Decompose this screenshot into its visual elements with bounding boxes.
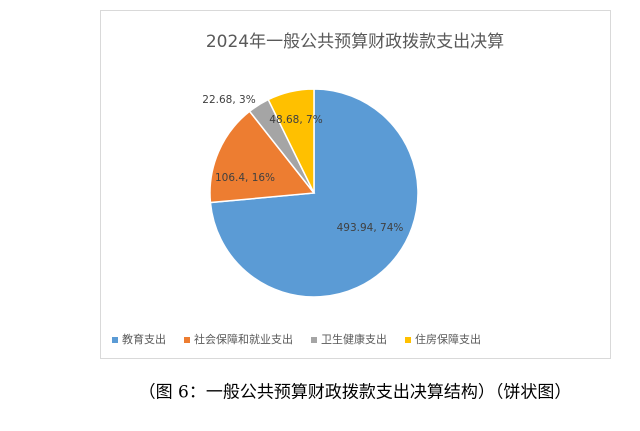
legend-label: 社会保障和就业支出 <box>194 332 293 346</box>
data-label: 22.68, 3% <box>202 94 255 106</box>
caption: （图 6：一般公共预算财政拨款支出决算结构）（饼状图） <box>139 383 572 403</box>
legend-swatch <box>405 337 411 343</box>
legend-label: 住房保障支出 <box>415 332 481 346</box>
legend-swatch <box>311 337 317 343</box>
pie-slice <box>267 88 315 194</box>
legend-swatch <box>184 337 190 343</box>
legend-label: 卫生健康支出 <box>321 332 387 346</box>
data-label: 493.94, 74% <box>337 222 404 234</box>
pie-slice <box>209 110 316 204</box>
data-label: 106.4, 16% <box>215 172 275 184</box>
legend-swatch <box>112 337 118 343</box>
data-label: 48.68, 7% <box>269 114 322 126</box>
chart-title: 2024年一般公共预算财政拨款支出决算 <box>206 32 504 52</box>
legend-label: 教育支出 <box>122 332 166 346</box>
